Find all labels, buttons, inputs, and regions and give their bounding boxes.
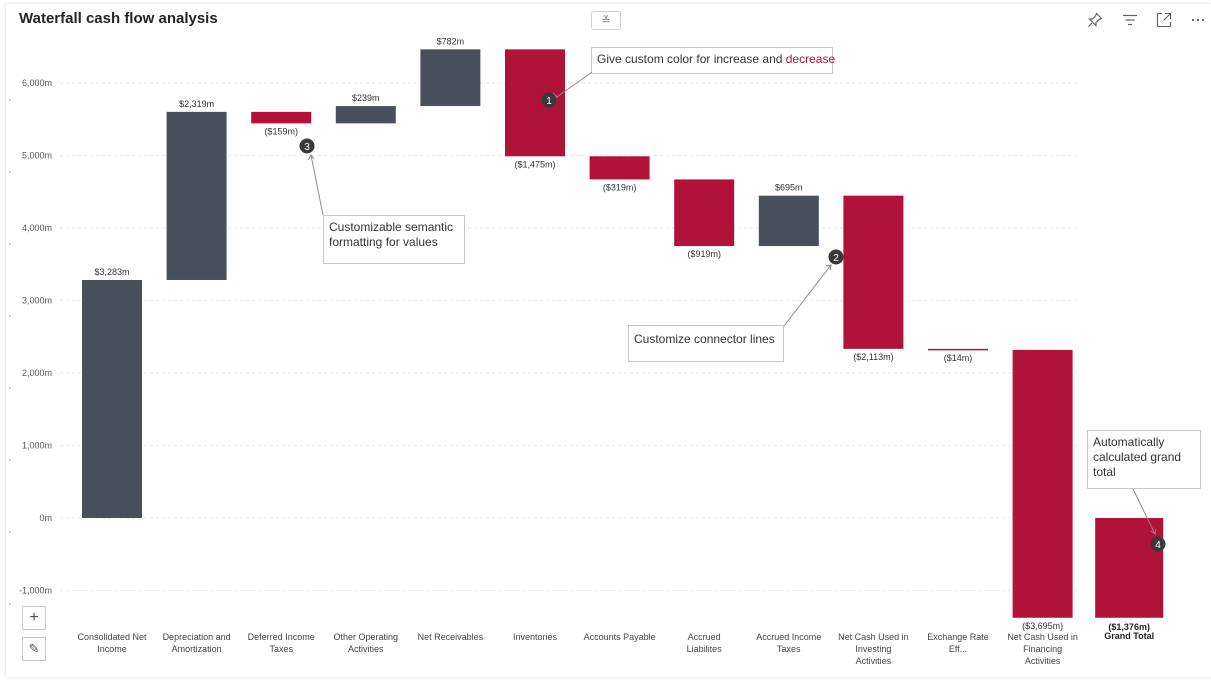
data-label: $3,283m [94, 267, 129, 277]
y-tick-label: 1,000m [22, 441, 52, 451]
callout-custom-color: Give custom color for increase and decre… [591, 47, 836, 74]
x-category-label: Exchange Rate Eff... [927, 632, 989, 654]
bar [82, 279, 142, 518]
total-bar [1095, 518, 1164, 618]
data-label: ($2,113m) [853, 352, 893, 362]
y-axis: -1,000m 0m 1,000m 2,000m 3,000m 4,000m 5,000m 6… [9, 78, 52, 605]
bar [1012, 349, 1073, 618]
filter-icon[interactable] [1120, 10, 1140, 30]
data-label: ($14m) [944, 353, 973, 363]
data-label: $2,319m [179, 99, 214, 109]
bar [166, 111, 227, 280]
bar [928, 348, 988, 351]
x-category-label: Depreciation and Amortization [163, 632, 231, 654]
callout-custom-color-text: Give custom color for increase and [597, 52, 786, 66]
x-category-label: Other Operating Activities [334, 632, 399, 654]
x-category-label: Net Receivables [418, 632, 484, 642]
x-axis: Grand Total Consolidated Net Income Depreci… [77, 631, 1154, 666]
chart-title: Waterfall cash flow analysis [19, 10, 218, 27]
axis-dot [9, 531, 11, 533]
y-tick-label: 6,000m [22, 78, 52, 88]
total-data-label: ($1,376m) [1108, 622, 1150, 632]
y-tick-label: 5,000m [22, 151, 52, 161]
collapse-toggle-icon[interactable]: ≚ [591, 11, 621, 30]
bar [420, 49, 481, 107]
x-category-label: Accounts Payable [584, 632, 656, 642]
bar [758, 195, 819, 247]
axis-dot [9, 171, 11, 173]
axis-dot [9, 387, 11, 389]
x-category-label: Deferred Income Taxes [248, 632, 315, 654]
data-label: ($1,475m) [514, 159, 555, 169]
bar [589, 156, 650, 180]
callout-grand-total: Automatically calculated grand total [1087, 430, 1201, 489]
data-label: ($159m) [264, 126, 298, 136]
zoom-in-button[interactable]: + [22, 606, 46, 630]
data-label: ($319m) [603, 182, 637, 192]
bar [674, 179, 735, 247]
total-category-label: Grand Total [1104, 631, 1154, 641]
axis-dot [9, 243, 11, 245]
data-label: $695m [775, 183, 803, 193]
axis-dot [9, 99, 11, 101]
x-category-label: Net Cash Used in Investing Activities [838, 632, 909, 666]
axis-dot [9, 603, 11, 605]
data-label: ($3,695m) [1022, 621, 1063, 631]
data-label: $239m [352, 93, 380, 103]
data-label: $782m [437, 36, 465, 46]
y-tick-label: 4,000m [22, 223, 52, 233]
axis-dot [9, 315, 11, 317]
x-category-label: Accrued Income Taxes [756, 632, 821, 654]
callout-semantic-formatting: Customizable semantic formatting for val… [323, 215, 465, 264]
more-options-icon[interactable] [1188, 10, 1208, 30]
data-label: ($919m) [687, 249, 721, 259]
data-labels: $3,283m $2,319m ($159m) $239m $782m ($1,475m)… [94, 36, 1149, 632]
y-tick-label: 2,000m [22, 368, 52, 378]
bar [843, 195, 904, 349]
axis-dot [9, 459, 11, 461]
x-category-label: Inventories [513, 632, 558, 642]
bar [251, 111, 312, 124]
y-tick-label: -1,000m [19, 586, 52, 596]
x-category-label: Accrued Liabilites [687, 632, 723, 654]
bar [505, 49, 565, 157]
callout-connector-lines: Customize connector lines [628, 325, 784, 362]
edit-icon[interactable]: ✎ [22, 637, 46, 661]
y-tick-label: 3,000m [22, 296, 52, 306]
bar [335, 106, 396, 124]
bars [82, 49, 1164, 618]
callout-decrease-word: decrease [785, 52, 836, 66]
y-tick-label: 0m [39, 513, 52, 523]
focus-mode-icon[interactable] [1154, 10, 1174, 30]
pin-icon[interactable] [1085, 10, 1105, 30]
x-category-label: Net Cash Used in Financing Activities [1007, 632, 1078, 666]
x-category-label: Consolidated Net Income [77, 632, 147, 654]
